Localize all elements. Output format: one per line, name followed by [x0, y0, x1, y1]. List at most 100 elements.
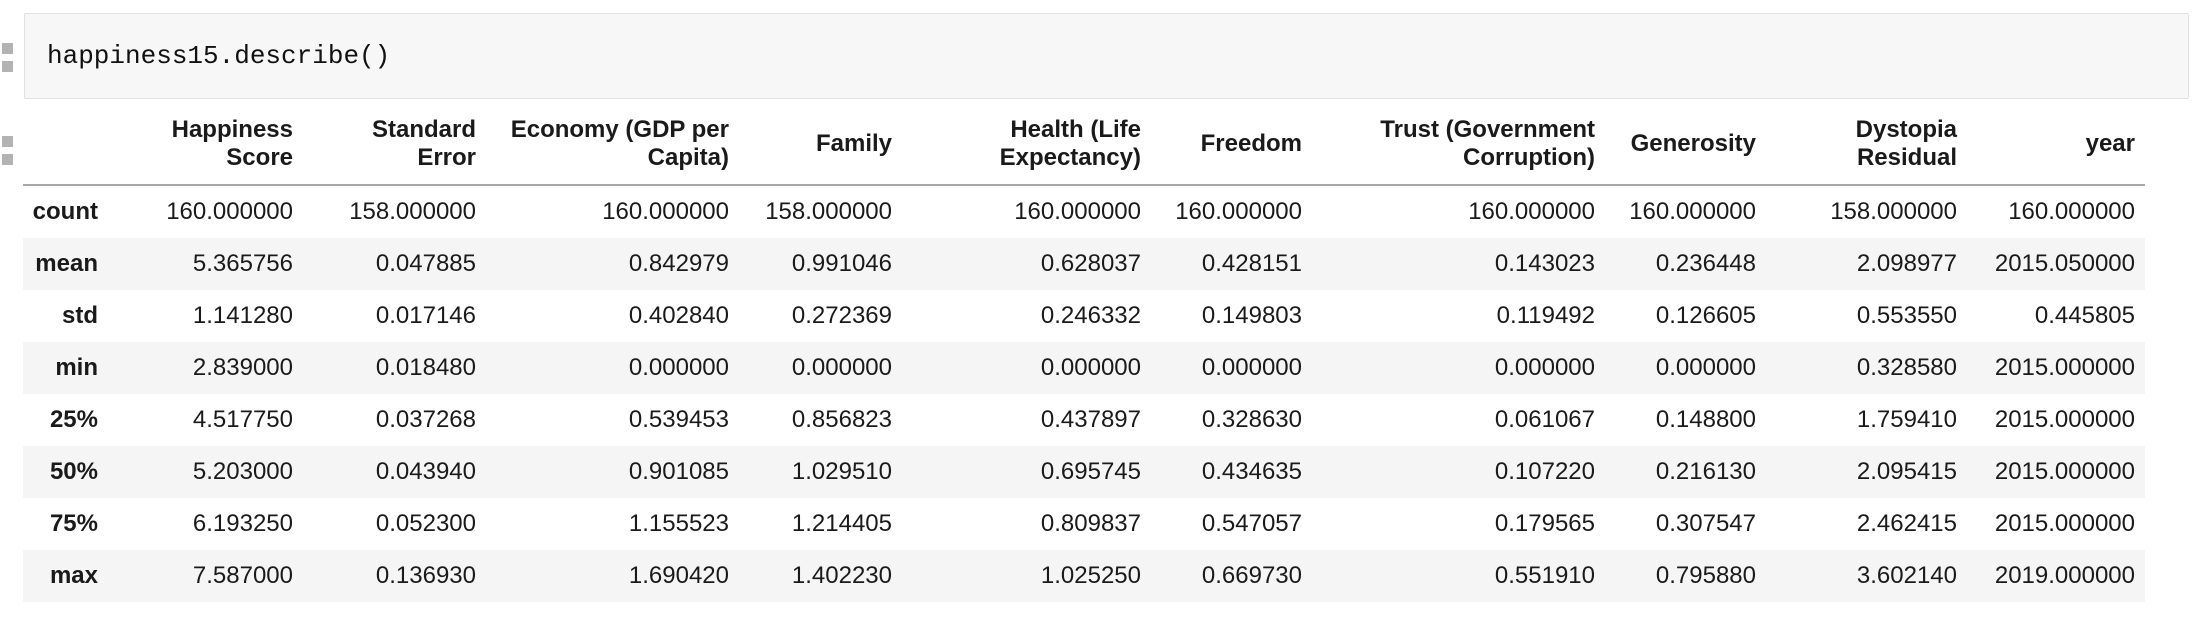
output-cell-collapser-handle[interactable] — [2, 136, 13, 172]
table-cell: 0.017146 — [375, 302, 476, 329]
table-cell: 0.149803 — [1201, 302, 1302, 329]
table-cell: 2015.050000 — [1994, 250, 2135, 277]
row-label: 25% — [49, 406, 98, 433]
table-cell: 1.214405 — [791, 510, 892, 537]
table-cell: 158.000000 — [1830, 198, 1957, 225]
code-input[interactable]: happiness15.describe() — [47, 41, 391, 71]
table-cell: 0.216130 — [1655, 458, 1756, 485]
table-cell: 1.029510 — [791, 458, 892, 485]
table-cell: 0.434635 — [1201, 458, 1302, 485]
table-cell: 0.695745 — [1040, 458, 1141, 485]
table-cell: 0.628037 — [1040, 250, 1141, 277]
table-cell: 0.000000 — [1494, 354, 1595, 381]
table-cell: 158.000000 — [349, 198, 476, 225]
table-cell: 160.000000 — [602, 198, 729, 225]
code-cell-collapser-handle[interactable] — [2, 43, 13, 79]
row-label: max — [49, 562, 98, 589]
table-body: count 160.000000 158.000000 160.000000 158.0… — [23, 185, 2145, 602]
row-label: std — [62, 302, 98, 329]
table-cell: 0.043940 — [375, 458, 476, 485]
table-cell: 2015.000000 — [1994, 354, 2135, 381]
table-cell: 0.107220 — [1494, 458, 1595, 485]
table-cell: 0.553550 — [1856, 302, 1957, 329]
table-cell: 0.047885 — [375, 250, 476, 277]
table-cell: 2015.000000 — [1994, 510, 2135, 537]
table-row: mean 5.365756 0.047885 0.842979 0.991046 0.62… — [23, 238, 2145, 290]
table-cell: 5.365756 — [192, 250, 293, 277]
table-cell: 2015.000000 — [1994, 406, 2135, 433]
table-cell: 0.037268 — [375, 406, 476, 433]
table-cell: 0.795880 — [1655, 562, 1756, 589]
column-header: Dystopia Residual — [1766, 106, 1967, 186]
table-cell: 1.690420 — [628, 562, 729, 589]
table-header-row: Happiness Score Standard Error Economy (GD… — [23, 106, 2145, 186]
column-header: Freedom — [1151, 106, 1312, 186]
table-cell: 2019.000000 — [1994, 562, 2135, 589]
table-cell: 0.328580 — [1856, 354, 1957, 381]
index-corner-header — [23, 106, 108, 186]
column-header: Family — [739, 106, 902, 186]
table-cell: 0.119492 — [1496, 302, 1595, 329]
table-cell: 0.179565 — [1494, 510, 1595, 537]
table-cell: 0.000000 — [628, 354, 729, 381]
table-cell: 1.025250 — [1040, 562, 1141, 589]
table-cell: 0.437897 — [1040, 406, 1141, 433]
table-row: count 160.000000 158.000000 160.000000 158.0… — [23, 185, 2145, 238]
table-cell: 160.000000 — [1629, 198, 1756, 225]
describe-output-table: Happiness Score Standard Error Economy (GD… — [23, 106, 2145, 602]
table-cell: 0.445805 — [2034, 302, 2135, 329]
column-header: Generosity — [1605, 106, 1766, 186]
table-cell: 2.462415 — [1856, 510, 1957, 537]
column-header: Economy (GDP per Capita) — [486, 106, 739, 186]
table-cell: 0.328630 — [1201, 406, 1302, 433]
table-cell: 0.539453 — [628, 406, 729, 433]
table-cell: 2.839000 — [192, 354, 293, 381]
table-cell: 0.402840 — [628, 302, 729, 329]
table-cell: 4.517750 — [192, 406, 293, 433]
table-cell: 0.000000 — [791, 354, 892, 381]
row-label: 50% — [49, 458, 98, 485]
table-cell: 160.000000 — [2008, 198, 2135, 225]
table-row: 50% 5.203000 0.043940 0.901085 1.029510 0.695… — [23, 446, 2145, 498]
table-cell: 1.155523 — [628, 510, 729, 537]
table-cell: 0.052300 — [375, 510, 476, 537]
table-cell: 0.428151 — [1201, 250, 1302, 277]
handle-dot-icon — [2, 43, 13, 54]
table-cell: 0.856823 — [791, 406, 892, 433]
table-cell: 0.143023 — [1494, 250, 1595, 277]
table-cell: 0.000000 — [1040, 354, 1141, 381]
table-cell: 0.842979 — [628, 250, 729, 277]
table-cell: 0.236448 — [1655, 250, 1756, 277]
table-row: 25% 4.517750 0.037268 0.539453 0.856823 0.437… — [23, 394, 2145, 446]
row-label: min — [55, 354, 98, 381]
table-cell: 0.551910 — [1494, 562, 1595, 589]
table-cell: 2.095415 — [1856, 458, 1957, 485]
table-cell: 0.547057 — [1201, 510, 1302, 537]
table-cell: 160.000000 — [1175, 198, 1302, 225]
handle-dot-icon — [2, 154, 13, 165]
column-header: Happiness Score — [108, 106, 303, 186]
handle-dot-icon — [2, 61, 13, 72]
table-row: std 1.141280 0.017146 0.402840 0.272369 0.246… — [23, 290, 2145, 342]
table-row: 75% 6.193250 0.052300 1.155523 1.214405 0.809… — [23, 498, 2145, 550]
column-header: Trust (Government Corruption) — [1312, 106, 1605, 186]
table-row: max 7.587000 0.136930 1.690420 1.402230 1.025… — [23, 550, 2145, 602]
row-label: mean — [35, 250, 98, 277]
table-cell: 3.602140 — [1856, 562, 1957, 589]
table-cell: 160.000000 — [1468, 198, 1595, 225]
table-cell: 0.901085 — [628, 458, 729, 485]
table-cell: 0.136930 — [375, 562, 476, 589]
table-row: min 2.839000 0.018480 0.000000 0.000000 0.000… — [23, 342, 2145, 394]
table-cell: 0.307547 — [1655, 510, 1756, 537]
table-cell: 0.061067 — [1494, 406, 1595, 433]
table-cell: 1.759410 — [1856, 406, 1957, 433]
cell-output-area: Happiness Score Standard Error Economy (GD… — [23, 106, 2145, 602]
table-cell: 0.126605 — [1655, 302, 1756, 329]
table-cell: 0.246332 — [1040, 302, 1141, 329]
table-cell: 6.193250 — [192, 510, 293, 537]
table-cell: 0.669730 — [1201, 562, 1302, 589]
table-cell: 0.272369 — [791, 302, 892, 329]
code-cell[interactable]: happiness15.describe() — [24, 13, 2189, 99]
table-cell: 160.000000 — [1014, 198, 1141, 225]
row-label: count — [32, 198, 98, 225]
